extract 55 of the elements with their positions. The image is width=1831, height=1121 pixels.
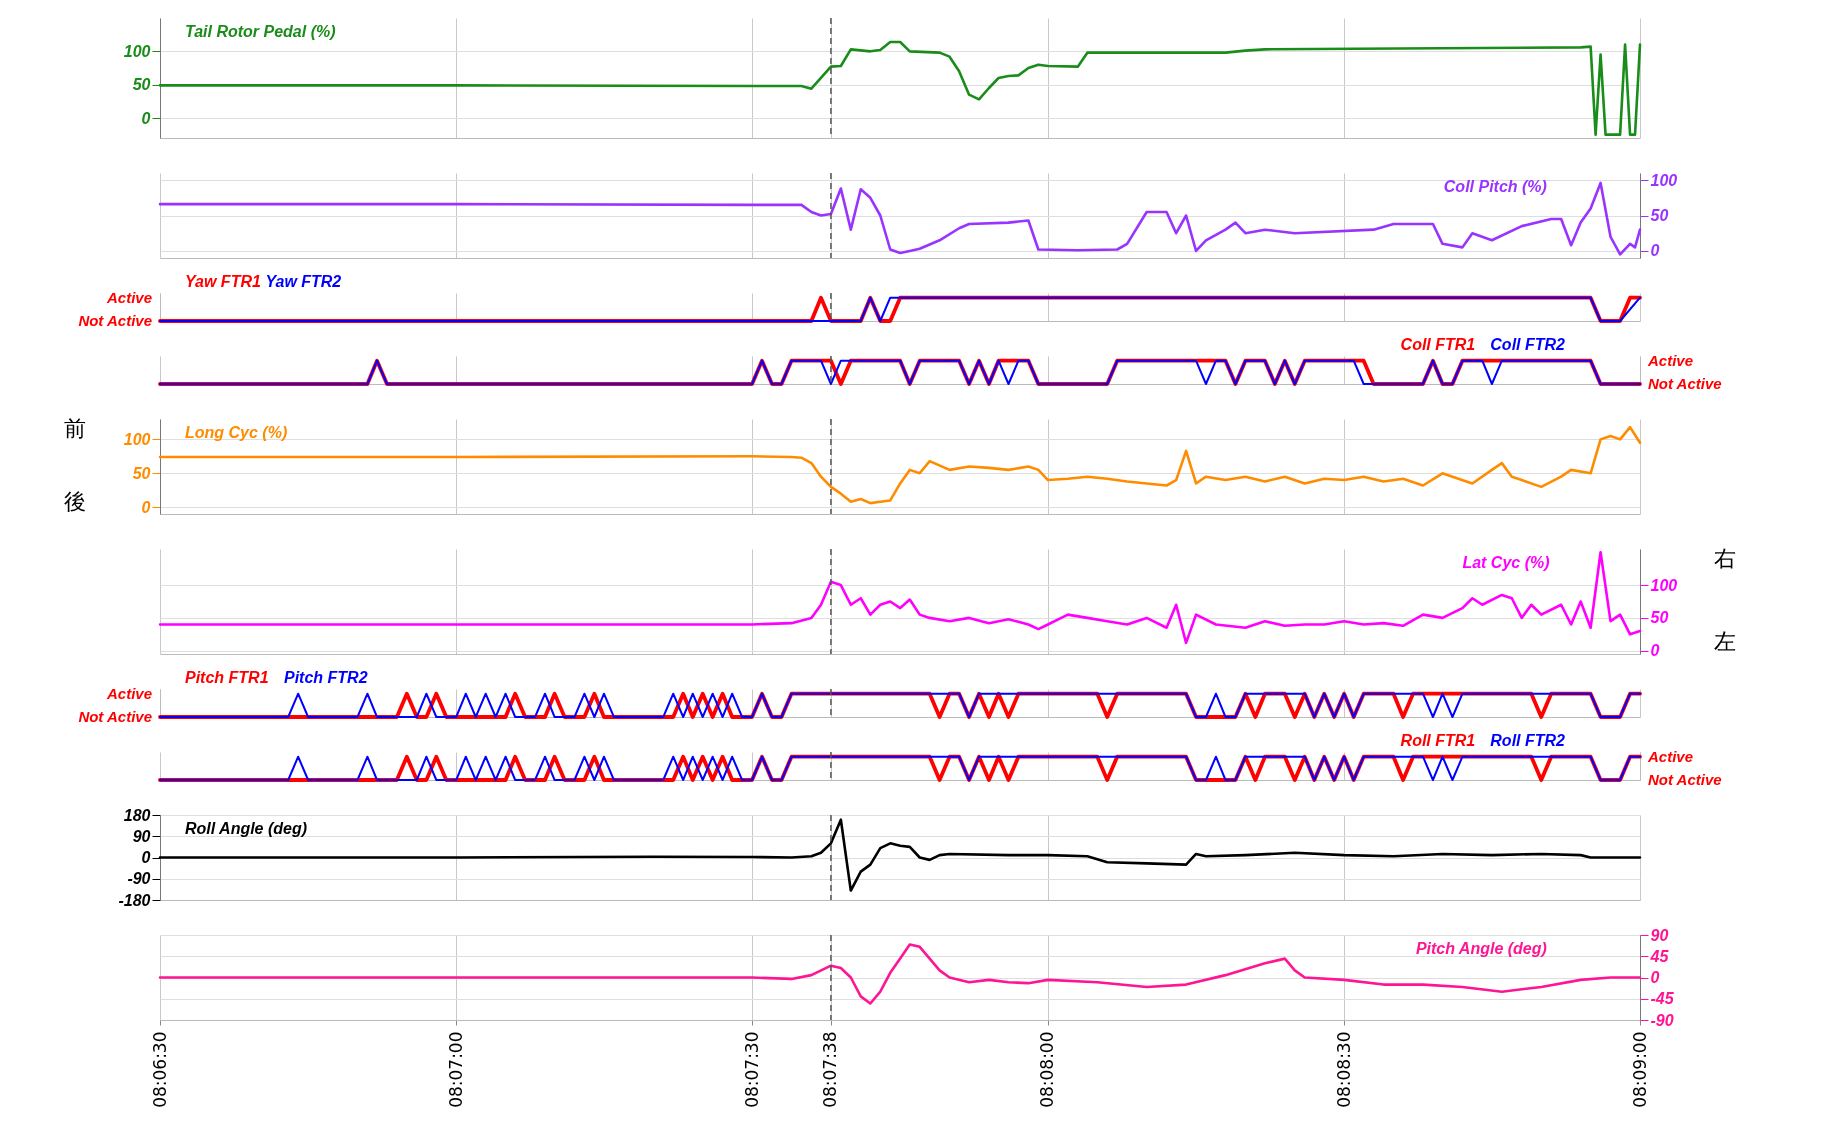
y2-tick-label: 100 — [1650, 171, 1678, 189]
y-tick-label: 100 — [123, 42, 151, 60]
series-label: Roll FTR2 — [1490, 732, 1566, 749]
series-label: Pitch FTR2 — [284, 669, 368, 686]
x-tick-label: 08:07:00 — [445, 1031, 466, 1108]
y-tick-label: 90 — [132, 827, 151, 845]
x-tick-label: 08:08:00 — [1037, 1031, 1058, 1108]
series-label: Coll Pitch (%) — [1443, 178, 1547, 195]
x-tick-label: 08:07:38 — [820, 1031, 841, 1108]
y2-tick-label: 0 — [1650, 969, 1660, 986]
y2-tick-label: 100 — [1650, 576, 1678, 594]
y-tick-label: -180 — [118, 891, 151, 909]
series-label: Long Cyc (%) — [185, 424, 288, 441]
text: Not Active — [1648, 375, 1722, 392]
text: Active — [1647, 747, 1694, 765]
y-tick-label: 0 — [141, 849, 151, 866]
y-tick-label: 100 — [123, 430, 151, 448]
y-tick-label: 180 — [123, 806, 151, 824]
y2-tick-label: 0 — [1650, 642, 1660, 660]
x-tick-label: 08:06:30 — [149, 1031, 170, 1108]
text: 前 — [64, 416, 86, 441]
series-label: Lat Cyc (%) — [1462, 554, 1550, 571]
text: Active — [1647, 351, 1694, 369]
series-label: Coll FTR2 — [1490, 336, 1566, 353]
text: Tail Rotor Pedal (%) — [185, 23, 336, 40]
y-tick-label: 0 — [141, 109, 151, 127]
text: Active — [105, 684, 152, 702]
y2-tick-label: 90 — [1650, 926, 1669, 944]
series-label: Pitch Angle (deg) — [1415, 940, 1547, 957]
y2-tick-label: 50 — [1650, 609, 1669, 627]
series-label: Yaw FTR2 — [265, 273, 342, 290]
y-tick-label: -90 — [127, 870, 151, 888]
x-tick-label: 08:07:30 — [741, 1031, 762, 1108]
text: Active — [105, 288, 152, 306]
y2-tick-label: -45 — [1650, 990, 1675, 1008]
series-label: Roll FTR1 — [1400, 732, 1476, 749]
y-tick-label: 0 — [141, 498, 151, 516]
series-label: Coll FTR1 — [1400, 336, 1476, 353]
y-tick-label: 50 — [132, 464, 151, 482]
text: 後 — [64, 489, 86, 514]
x-tick-label: 08:09:00 — [1629, 1031, 1650, 1108]
series-label: Pitch FTR1 — [185, 669, 269, 686]
y2-tick-label: 50 — [1650, 207, 1669, 224]
text: Not Active — [78, 708, 152, 725]
series-label: Roll Angle (deg) — [185, 820, 308, 837]
y2-tick-label: 0 — [1650, 242, 1660, 260]
series-label: Yaw FTR1 — [185, 273, 261, 290]
y2-tick-label: 45 — [1649, 947, 1670, 965]
text: Not Active — [1648, 771, 1722, 788]
x-tick-label: 08:08:30 — [1333, 1031, 1354, 1108]
text: 左 — [1714, 629, 1736, 654]
y-tick-label: 50 — [132, 76, 151, 94]
text: 右 — [1714, 546, 1736, 571]
text: Not Active — [78, 312, 152, 329]
y2-tick-label: -90 — [1650, 1011, 1674, 1029]
